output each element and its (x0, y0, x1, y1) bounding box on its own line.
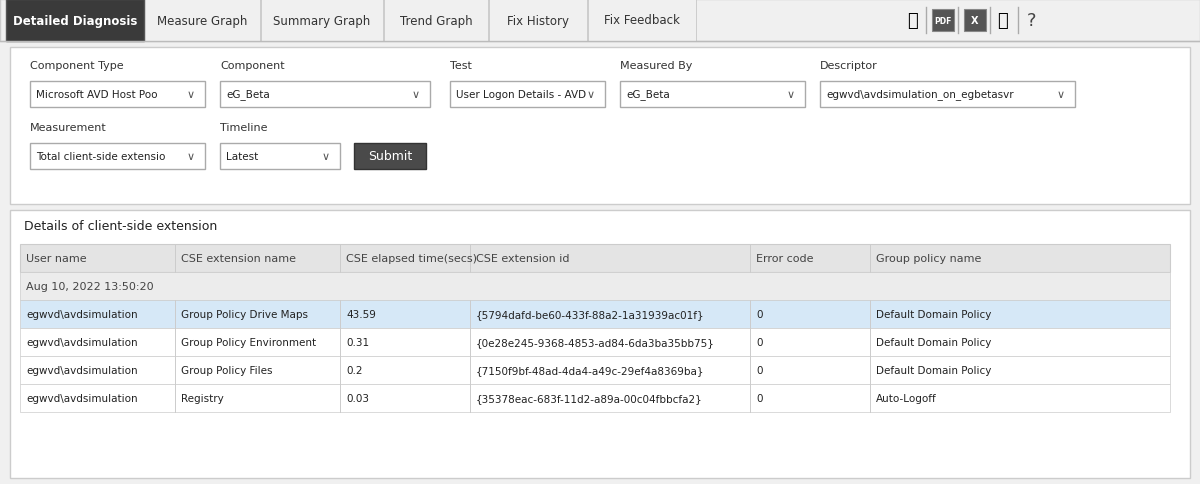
Bar (220, 82, 430, 108)
Text: Submit: Submit (368, 150, 412, 163)
Text: 0.2: 0.2 (346, 365, 362, 375)
Text: {0e28e245-9368-4853-ad84-6da3ba35bb75}: {0e28e245-9368-4853-ad84-6da3ba35bb75} (476, 337, 715, 348)
Text: Details of client-side extension: Details of client-side extension (24, 220, 217, 233)
Text: User Logon Details - AVD: User Logon Details - AVD (456, 90, 586, 100)
Bar (384, 0, 488, 42)
Bar (0, 0, 1200, 42)
Bar (620, 82, 805, 108)
Text: egwvd\avdsimulation_on_egbetasvr: egwvd\avdsimulation_on_egbetasvr (826, 90, 1014, 100)
Text: Detailed Diagnosis: Detailed Diagnosis (13, 15, 137, 28)
Text: Registry: Registry (181, 393, 223, 403)
Bar (932, 10, 954, 32)
Bar (20, 244, 1170, 272)
Text: Trend Graph: Trend Graph (400, 15, 473, 28)
Text: Group policy name: Group policy name (876, 254, 982, 263)
Text: Test: Test (450, 61, 472, 71)
Bar (10, 48, 1190, 205)
Bar (30, 82, 205, 108)
Bar (30, 144, 205, 170)
Bar (20, 328, 1170, 356)
Text: ∨: ∨ (587, 90, 595, 100)
Text: {35378eac-683f-11d2-a89a-00c04fbbcfa2}: {35378eac-683f-11d2-a89a-00c04fbbcfa2} (476, 393, 703, 403)
Text: CSE extension id: CSE extension id (476, 254, 570, 263)
Text: egwvd\avdsimulation: egwvd\avdsimulation (26, 393, 138, 403)
Text: ∨: ∨ (322, 151, 330, 162)
Bar (588, 0, 696, 42)
Text: ∨: ∨ (1057, 90, 1066, 100)
Bar (820, 82, 1075, 108)
Text: Error code: Error code (756, 254, 814, 263)
Text: 0.03: 0.03 (346, 393, 370, 403)
Text: Aug 10, 2022 13:50:20: Aug 10, 2022 13:50:20 (26, 281, 154, 291)
Text: ?: ? (1027, 12, 1037, 30)
Text: Component: Component (220, 61, 284, 71)
Bar (964, 10, 986, 32)
Text: CSE elapsed time(secs): CSE elapsed time(secs) (346, 254, 478, 263)
Bar (354, 144, 426, 170)
Text: egwvd\avdsimulation: egwvd\avdsimulation (26, 337, 138, 348)
Text: egwvd\avdsimulation: egwvd\avdsimulation (26, 309, 138, 319)
Bar (145, 0, 260, 42)
Text: PDF: PDF (935, 16, 952, 26)
Bar (450, 82, 605, 108)
Text: Default Domain Policy: Default Domain Policy (876, 309, 991, 319)
Text: Timeline: Timeline (220, 123, 268, 133)
Text: 43.59: 43.59 (346, 309, 376, 319)
Text: X: X (971, 16, 979, 26)
Text: Group Policy Files: Group Policy Files (181, 365, 272, 375)
Text: Total client-side extensio: Total client-side extensio (36, 151, 166, 162)
Bar (6, 0, 144, 42)
Text: ∨: ∨ (187, 90, 196, 100)
Text: egwvd\avdsimulation: egwvd\avdsimulation (26, 365, 138, 375)
Text: Descriptor: Descriptor (820, 61, 877, 71)
Text: 🔍: 🔍 (907, 12, 917, 30)
Text: {5794dafd-be60-433f-88a2-1a31939ac01f}: {5794dafd-be60-433f-88a2-1a31939ac01f} (476, 309, 704, 319)
Bar (20, 272, 1170, 301)
Text: Default Domain Policy: Default Domain Policy (876, 365, 991, 375)
Text: Fix Feedback: Fix Feedback (604, 15, 680, 28)
Text: Measure Graph: Measure Graph (157, 15, 247, 28)
Text: 0.31: 0.31 (346, 337, 370, 348)
Text: ∨: ∨ (787, 90, 796, 100)
Text: 0: 0 (756, 393, 762, 403)
Text: Group Policy Drive Maps: Group Policy Drive Maps (181, 309, 308, 319)
Text: Measured By: Measured By (620, 61, 692, 71)
Text: CSE extension name: CSE extension name (181, 254, 296, 263)
Bar (10, 211, 1190, 478)
Text: Group Policy Environment: Group Policy Environment (181, 337, 316, 348)
Text: {7150f9bf-48ad-4da4-a49c-29ef4a8369ba}: {7150f9bf-48ad-4da4-a49c-29ef4a8369ba} (476, 365, 704, 375)
Text: Summary Graph: Summary Graph (274, 15, 371, 28)
Text: Latest: Latest (226, 151, 258, 162)
Text: User name: User name (26, 254, 86, 263)
Bar (220, 144, 340, 170)
Text: 0: 0 (756, 309, 762, 319)
Text: Microsoft AVD Host Poo: Microsoft AVD Host Poo (36, 90, 157, 100)
Text: eG_Beta: eG_Beta (226, 90, 270, 100)
Text: 🖨: 🖨 (997, 12, 1008, 30)
Bar (490, 0, 587, 42)
Text: Component Type: Component Type (30, 61, 124, 71)
Bar (20, 301, 1170, 328)
Text: Default Domain Policy: Default Domain Policy (876, 337, 991, 348)
Bar (20, 356, 1170, 384)
Text: Auto-Logoff: Auto-Logoff (876, 393, 937, 403)
Text: 0: 0 (756, 365, 762, 375)
Text: Measurement: Measurement (30, 123, 107, 133)
Text: eG_Beta: eG_Beta (626, 90, 670, 100)
Text: ∨: ∨ (187, 151, 196, 162)
Text: Fix History: Fix History (508, 15, 569, 28)
Text: ∨: ∨ (412, 90, 420, 100)
Bar (262, 0, 383, 42)
Bar (20, 384, 1170, 412)
Text: 0: 0 (756, 337, 762, 348)
